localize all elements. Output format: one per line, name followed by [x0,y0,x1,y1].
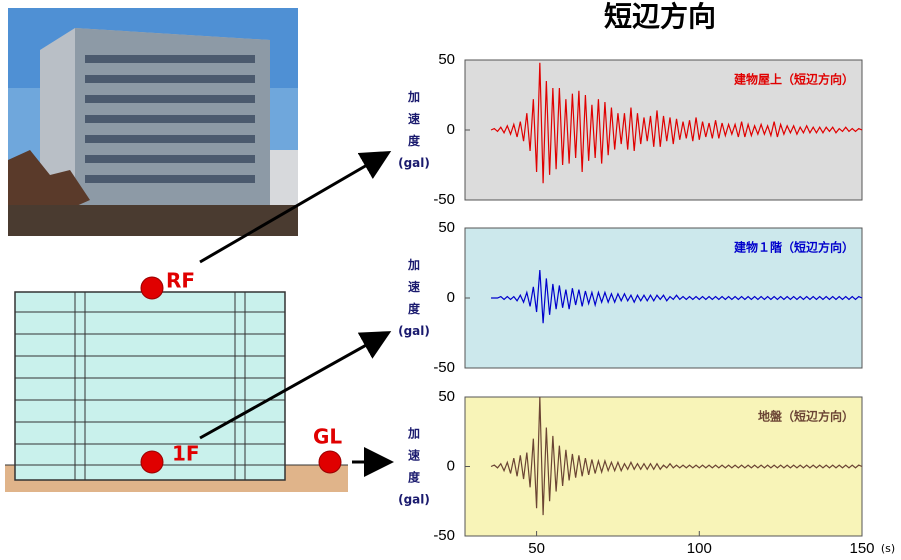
y-axis-label: 加速度(gal) [398,89,430,170]
y-tick-label: 0 [447,289,455,306]
y-tick-label: 50 [438,219,455,236]
chart-title: 地盤（短辺方向） [758,409,854,424]
x-axis-label: (s) [881,542,895,555]
y-tick-label: 50 [438,388,455,405]
floor-label: 1F [172,442,200,466]
y-axis-label: 加速度(gal) [398,425,430,506]
chart-title: 建物１階（短辺方向） [733,240,854,255]
y-tick-label: -50 [433,191,455,208]
building-photo [8,8,298,236]
x-tick-label: 50 [528,540,545,557]
page-title: 短辺方向 [604,0,716,33]
x-tick-label: 150 [849,540,874,557]
y-axis-label: 加速度(gal) [398,257,430,338]
chart-title: 建物屋上（短辺方向） [733,72,854,87]
x-tick-label: 100 [687,540,712,557]
floor-label: RF [166,269,195,293]
y-tick-label: 50 [438,51,455,68]
figure: 短辺方向 RF 1F GL [0,0,901,560]
y-tick-label: 0 [447,457,455,474]
floor-label: GL [313,425,342,449]
y-tick-label: 0 [447,121,455,138]
y-tick-label: -50 [433,359,455,376]
y-tick-label: -50 [433,527,455,544]
